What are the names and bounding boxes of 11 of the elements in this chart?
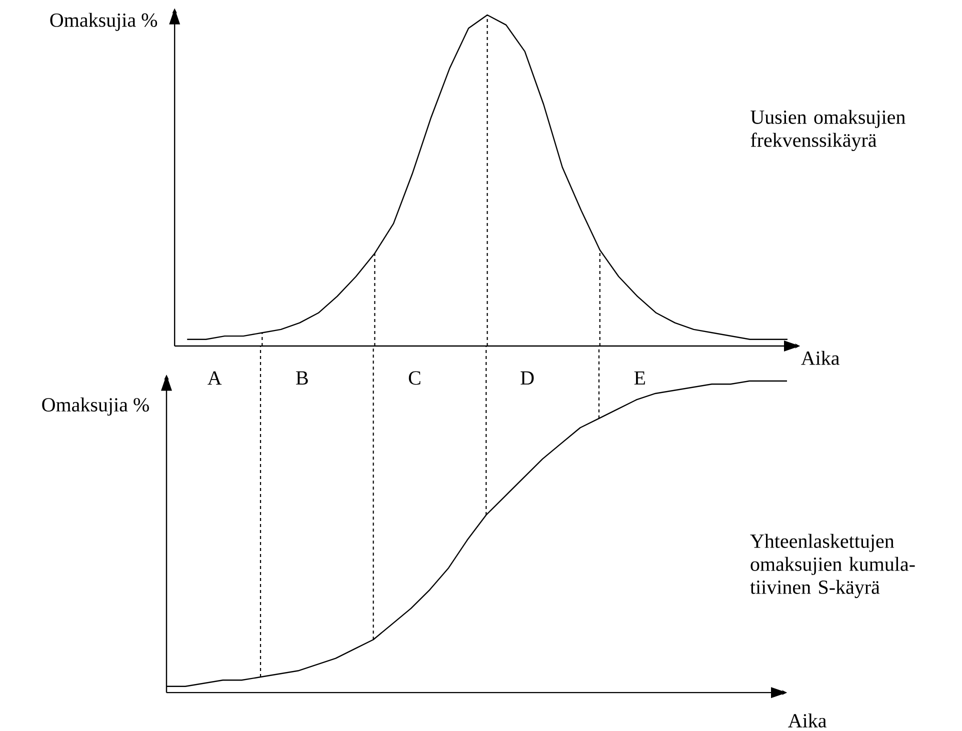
annotation: A <box>208 371 222 385</box>
annotation: B <box>296 371 308 385</box>
text: Yhteenlaskettujen omaksujien kumula-tiivinen S-käyrä <box>750 534 915 598</box>
annotation: E <box>634 371 645 385</box>
x-axis-title: Aika <box>788 713 826 728</box>
annotation: C <box>408 371 420 385</box>
text: Uusien omaksujien frekvenssikäyrä <box>750 110 906 152</box>
annotation: D <box>520 371 534 385</box>
y-axis-title: Omaksujia % <box>50 12 158 31</box>
x-axis-title: Aika <box>801 350 840 365</box>
y-axis-title: Omaksujia % <box>42 398 149 416</box>
